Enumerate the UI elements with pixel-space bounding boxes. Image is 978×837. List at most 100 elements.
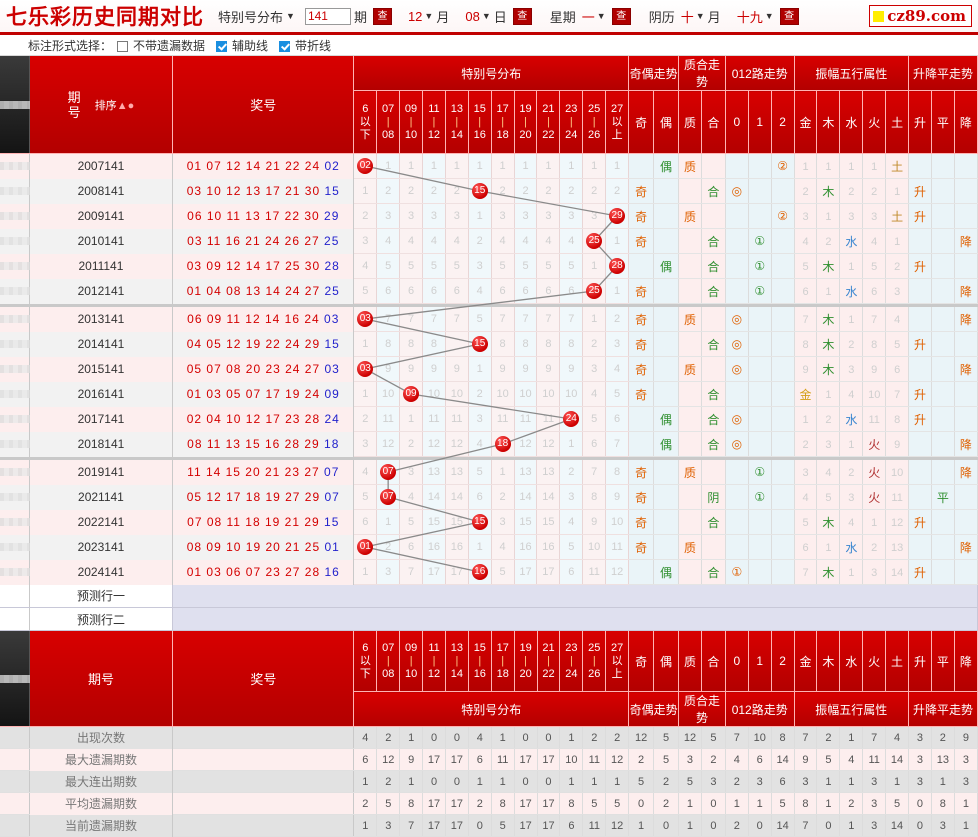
table-row[interactable]: 2008141 03 10 12 13 17 21 30 15 1 2 2 2 2 15 2 2 2…	[0, 178, 978, 204]
table-row[interactable]: 2015141 05 07 08 20 23 24 27 03 03 9 9 9 9 1 9 9 9…	[0, 356, 978, 382]
trend-cell	[725, 460, 749, 485]
summary-trend-col-header-8: 木	[816, 631, 841, 692]
dist-cell-hit: 07	[376, 484, 401, 510]
period-input[interactable]	[304, 7, 351, 25]
month-value: 12	[407, 8, 423, 24]
trend-cell	[678, 253, 702, 279]
trend-col-header-0: 奇	[628, 90, 655, 154]
row-period: 2009141	[28, 203, 174, 229]
table-row[interactable]: 2014141 04 05 12 19 22 24 29 15 1 8 8 8 15 8 8 8 8…	[0, 331, 978, 357]
dist-col-header-6: 17 | 18	[491, 90, 515, 154]
row-period: 2015141	[28, 356, 174, 382]
dist-cell: 17	[536, 559, 561, 585]
lunar-month-select[interactable]: 十 ▼ 月	[681, 7, 721, 26]
row-prize-numbers: 06 10 11 13 17 22 30 29	[172, 203, 355, 229]
row-period: 2022141	[28, 509, 174, 535]
trend-cell	[678, 406, 702, 432]
table-row[interactable]: 2024141 01 03 06 07 23 27 28 16 1 3 7 17 17 16 5…	[0, 559, 978, 585]
prediction-row[interactable]: 预测行一	[0, 584, 978, 608]
day-select[interactable]: 08 ▼ 日	[465, 7, 506, 26]
dist-cell: 10	[376, 381, 401, 407]
checkbox-label-guide-line[interactable]: 辅助线	[232, 38, 269, 53]
table-row[interactable]: 2007141 01 07 12 14 21 22 24 02 02 1 1 1 1 1 1 1 1…	[0, 153, 978, 179]
summary-dist-cell: 0	[537, 770, 561, 793]
dist-col-header-7: 19 | 20	[514, 90, 538, 154]
week-select[interactable]: 一 ▼	[582, 7, 606, 26]
table-row[interactable]: 2016141 01 03 05 07 17 19 24 09 1 10 09 10 10 2…	[0, 381, 978, 407]
trend-cell: 质	[678, 534, 702, 560]
dist-col-header-4: 13 | 14	[445, 90, 469, 154]
period-go-button[interactable]: 查	[372, 7, 392, 25]
checkbox-guide-line[interactable]	[216, 40, 228, 52]
summary-dist-cell: 17	[537, 748, 561, 771]
dist-cell: 10	[445, 381, 469, 407]
row-prize-numbers: 01 07 12 14 21 22 24 02	[172, 153, 355, 179]
prediction-row[interactable]: 预测行二	[0, 607, 978, 631]
lunar-go-button[interactable]: 查	[779, 7, 799, 25]
table-row[interactable]: 2013141 06 09 11 12 14 16 24 03 03 7 7 7 7 5 7 7 7…	[0, 307, 978, 332]
table-row[interactable]: 2009141 06 10 11 13 17 22 30 29 2 3 3 3 3 1 3 3 3 3…	[0, 203, 978, 229]
summary-trend-cell: 11	[862, 748, 887, 771]
trend-col-header-1: 偶	[653, 90, 680, 154]
blurred-marker	[0, 187, 30, 195]
table-row[interactable]: 2017141 02 04 10 12 17 23 28 24 2 11 1 11 11 3 1…	[0, 406, 978, 432]
checkbox-no-miss-data[interactable]	[117, 40, 129, 52]
trend-cell: 降	[954, 356, 978, 382]
chevron-down-icon: ▼	[596, 11, 606, 21]
month-select[interactable]: 12 ▼ 月	[408, 7, 449, 26]
trend-cell	[931, 228, 955, 254]
table-row[interactable]: 2022141 07 08 11 18 19 21 29 15 6 1 5 15 15 15 3…	[0, 509, 978, 535]
dist-cell-hit: 15	[468, 509, 492, 535]
dist-cell: 9	[491, 356, 515, 382]
trend-cell: 降	[954, 228, 978, 254]
week-go-button[interactable]: 查	[611, 7, 631, 25]
trend-cell: 1	[885, 178, 910, 204]
table-row[interactable]: 2019141 11 14 15 20 21 23 27 07 4 07 3 13 13 5 1…	[0, 460, 978, 485]
trend-cell	[771, 509, 795, 535]
table-row[interactable]: 2018141 08 11 13 15 16 28 29 18 3 12 2 12 12 4 1…	[0, 431, 978, 457]
trend-cell	[771, 278, 795, 304]
trend-col-header-8: 木	[816, 90, 841, 154]
summary-dist-cell: 2	[376, 770, 401, 793]
special-ball: 16	[471, 564, 488, 580]
lunar-day-select[interactable]: 十九 ▼	[737, 7, 774, 26]
group-header-2: 质合走势	[678, 56, 726, 91]
trend-cell: 7	[794, 307, 818, 332]
trend-cell	[748, 178, 772, 204]
trend-cell: 9	[794, 356, 818, 382]
prediction-cells[interactable]	[172, 607, 978, 631]
date-go-button[interactable]: 查	[512, 7, 532, 25]
table-row[interactable]: 2021141 05 12 17 18 19 27 29 07 5 07 4 14 14 6 2…	[0, 484, 978, 510]
blurred-marker	[0, 518, 30, 526]
table-row[interactable]: 2010141 03 11 16 21 24 26 27 25 3 4 4 4 4 2 4 4 4 4…	[0, 228, 978, 254]
dist-cell: 5	[376, 253, 401, 279]
row-marker	[0, 381, 30, 407]
dist-cell: 4	[582, 381, 607, 407]
summary-dist-cell: 1	[559, 770, 584, 793]
checkbox-label-polyline[interactable]: 带折线	[295, 38, 332, 53]
dist-cell: 3	[399, 203, 423, 229]
dist-col-header-8: 21 | 22	[536, 90, 561, 154]
summary-group-header-3: 012路走势	[725, 691, 795, 727]
table-row[interactable]: 2023141 08 09 10 19 20 21 25 01 01 2 6 16 16 1 4…	[0, 534, 978, 560]
trend-col-header-5: 1	[748, 90, 772, 154]
table-row[interactable]: 2011141 03 09 12 14 17 25 30 28 4 5 5 5 5 3 5 5 5 5…	[0, 253, 978, 279]
dist-cell: 1	[353, 331, 378, 357]
trend-cell	[908, 484, 932, 510]
summary-dist-cell: 6	[559, 814, 584, 837]
summary-trend-cell: 1	[678, 814, 702, 837]
trend-cell: 奇	[628, 278, 655, 304]
checkbox-label-no-miss-data[interactable]: 不带遗漏数据	[133, 38, 206, 53]
trend-cell: 4	[862, 228, 887, 254]
dist-cell: 8	[605, 460, 630, 485]
dist-cell: 17	[514, 559, 538, 585]
summary-dist-cell: 10	[559, 748, 584, 771]
summary-trend-col-header-2: 质	[678, 631, 702, 692]
header-period[interactable]: 期号排序▲●	[29, 56, 174, 154]
trend-cell: 质	[678, 307, 702, 332]
checkbox-polyline[interactable]	[279, 40, 291, 52]
dist-cell: 2	[582, 331, 607, 357]
mode-select[interactable]: 特别号分布 ▼	[218, 7, 295, 26]
prediction-cells[interactable]	[172, 584, 978, 608]
table-row[interactable]: 2012141 01 04 08 13 14 24 27 25 5 6 6 6 6 4 6 6 6 6…	[0, 278, 978, 304]
